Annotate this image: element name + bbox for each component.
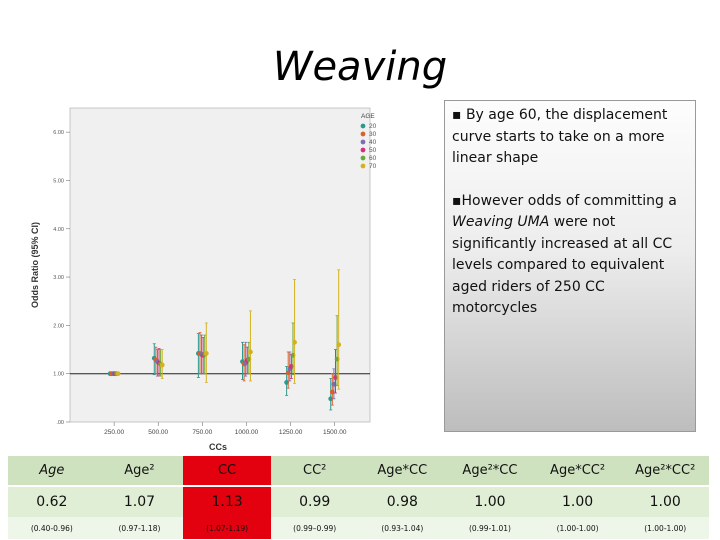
data-point: [292, 339, 297, 345]
table-ci-cell: (0.99-1.01): [446, 517, 534, 539]
table-header-cell: Age²*CC²: [621, 456, 709, 487]
x-tick-label: 1250.00: [279, 429, 303, 436]
bullet-icon: ▪: [452, 192, 462, 209]
legend-marker: [360, 123, 366, 129]
legend-marker: [360, 147, 366, 153]
plot-area: [69, 107, 371, 423]
x-tick-label: 1000.00: [235, 429, 259, 436]
callout-bullet-1: ▪ By age 60, the displacement curve star…: [452, 107, 668, 166]
table-value-row: 0.62 1.07 1.13 0.99 0.98 1.00 1.00 1.00: [8, 486, 709, 517]
coefficient-table: Age Age² CC CC² Age*CC Age²*CC Age*CC² Age²*CC²…: [8, 456, 709, 539]
table-value-cell: 0.99: [270, 486, 359, 517]
table-value-cell: 0.98: [358, 486, 447, 517]
table-ci-cell: (0.97-1.18): [95, 517, 184, 539]
data-point: [336, 342, 342, 348]
table-ci-cell: (1.00-1.00): [533, 517, 622, 539]
y-axis-label: Odds Ratio (95% CI): [30, 222, 40, 308]
table-header-row: Age Age² CC CC² Age*CC Age²*CC Age*CC² Age²*CC²: [8, 456, 709, 487]
y-tick-label: 5.00: [53, 178, 64, 184]
table-ci-row: (0.40-0.96) (0.97-1.18) (1.07-1.19) (0.99–0…: [8, 517, 709, 539]
legend-marker: [360, 139, 366, 145]
table-value-cell: 1.00: [533, 486, 622, 517]
legend-marker: [360, 163, 366, 169]
data-point: [159, 362, 165, 368]
table-header-cell: Age²*CC: [446, 456, 534, 487]
legend-marker: [360, 155, 366, 161]
table-value-cell: 1.00: [446, 486, 534, 517]
x-tick-label: 750.00: [192, 429, 212, 436]
x-tick-label: 250.00: [104, 429, 124, 436]
callout-box: ▪ By age 60, the displacement curve star…: [444, 100, 696, 432]
data-point: [248, 349, 253, 355]
table-header-cell: Age*CC: [358, 456, 447, 487]
table-ci-cell: (0.99–0.99): [270, 517, 359, 539]
table-header-cell: CC: [183, 456, 271, 487]
callout-bullet-2: ▪However odds of committing a Weaving UM…: [452, 192, 677, 317]
y-tick-label: 1.00: [53, 372, 64, 378]
data-point: [115, 371, 121, 377]
legend-label: 60: [369, 155, 377, 162]
table-ci-cell: (0.93-1.04): [358, 517, 447, 539]
data-point: [203, 351, 209, 356]
y-tick-label: .00: [56, 420, 64, 426]
table-value-cell: 0.62: [8, 486, 96, 517]
table-header-cell: Age*CC²: [533, 456, 622, 487]
table-value-cell: 1.07: [95, 486, 184, 517]
table-ci-cell: (1.00-1.00): [621, 517, 709, 539]
x-axis-label: CCs: [209, 442, 227, 452]
legend-title: AGE: [361, 113, 375, 120]
table-ci-cell: (1.07-1.19): [183, 517, 271, 539]
legend-label: 50: [369, 147, 377, 154]
legend-label: 30: [369, 131, 377, 138]
table-value-cell: 1.13: [183, 486, 271, 517]
table-header-cell: Age: [8, 456, 96, 487]
legend-label: 70: [369, 163, 377, 170]
slide-title: Weaving: [272, 44, 448, 90]
table-header-cell: Age²: [95, 456, 184, 487]
y-tick-label: 4.00: [53, 227, 64, 233]
x-tick-label: 1500.00: [323, 429, 347, 436]
x-tick-label: 500.00: [148, 429, 168, 436]
table-header-cell: CC²: [270, 456, 359, 487]
legend-marker: [360, 131, 366, 137]
y-tick-label: 2.00: [53, 323, 64, 329]
bullet-icon: ▪: [452, 107, 466, 123]
y-tick-label: 3.00: [53, 275, 64, 281]
table-value-cell: 1.00: [621, 486, 709, 517]
legend-label: 20: [369, 123, 377, 130]
table-ci-cell: (0.40-0.96): [8, 517, 96, 539]
y-tick-label: 6.00: [53, 130, 64, 136]
legend-label: 40: [369, 139, 377, 146]
odds-ratio-chart: 6.00 5.00 4.00 3.00 2.00 1.00 .00 250.00 500.00 7…: [30, 107, 377, 452]
